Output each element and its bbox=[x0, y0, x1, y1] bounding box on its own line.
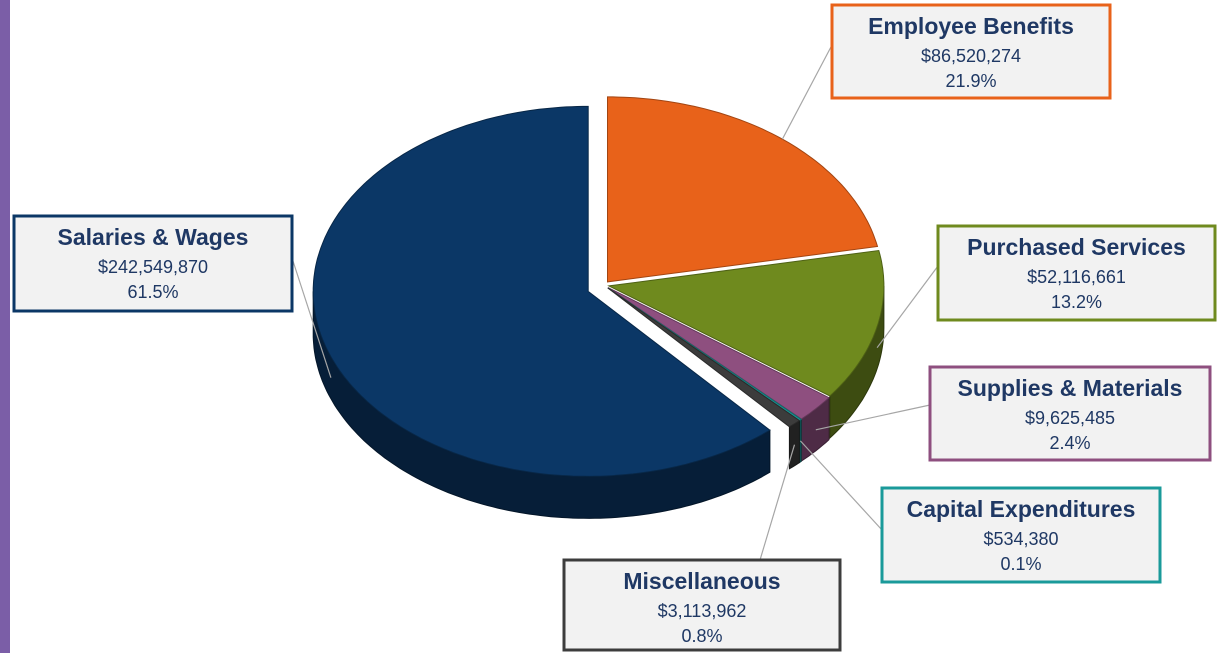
value-label: $86,520,274 bbox=[921, 46, 1021, 66]
category-label: Employee Benefits bbox=[868, 13, 1074, 39]
percentage-label: 2.4% bbox=[1049, 433, 1090, 453]
leader-line bbox=[291, 257, 332, 378]
percentage-label: 21.9% bbox=[945, 71, 996, 91]
label-box bbox=[830, 3, 1112, 100]
side-strip bbox=[0, 0, 10, 653]
category-label: Supplies & Materials bbox=[958, 375, 1183, 401]
slice bbox=[607, 96, 879, 283]
label-box bbox=[928, 365, 1212, 462]
value-label: $9,625,485 bbox=[1025, 408, 1115, 428]
value-label: $242,549,870 bbox=[98, 257, 208, 277]
leader-line bbox=[781, 44, 833, 140]
category-label: Salaries & Wages bbox=[58, 224, 249, 250]
leader-line bbox=[759, 444, 796, 561]
category-label: Capital Expenditures bbox=[907, 496, 1136, 522]
value-label: $3,113,962 bbox=[658, 601, 747, 621]
label-box bbox=[936, 224, 1217, 322]
value-label: $534,380 bbox=[983, 529, 1058, 549]
slice bbox=[312, 105, 771, 477]
label-box bbox=[562, 558, 842, 652]
percentage-label: 13.2% bbox=[1051, 292, 1102, 312]
value-label: $52,116,661 bbox=[1027, 267, 1126, 287]
slice bbox=[607, 287, 830, 420]
slice bbox=[607, 249, 885, 397]
label-box bbox=[880, 486, 1162, 584]
category-label: Purchased Services bbox=[967, 234, 1186, 260]
percentage-label: 61.5% bbox=[127, 282, 178, 302]
category-label: Miscellaneous bbox=[623, 568, 780, 594]
label-box bbox=[12, 214, 294, 313]
leader-line bbox=[876, 265, 939, 349]
leader-line bbox=[815, 404, 931, 431]
percentage-label: 0.8% bbox=[681, 626, 722, 646]
slice bbox=[607, 287, 801, 428]
percentage-label: 0.1% bbox=[1000, 554, 1041, 574]
leader-line bbox=[799, 440, 883, 531]
